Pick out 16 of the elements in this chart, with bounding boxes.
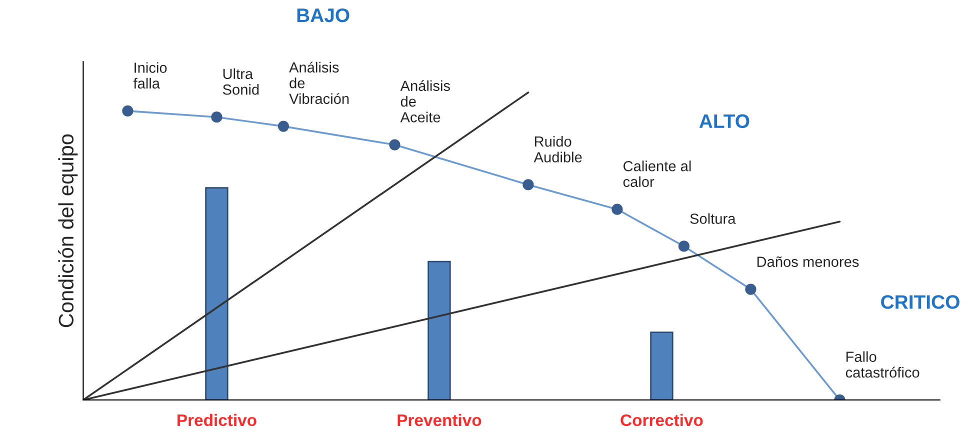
annotation: Análisis de Vibración [289, 62, 349, 104]
annotation: Ruido Audible [534, 136, 582, 162]
text: Inicio falla [133, 62, 167, 89]
x-tick-label: Preventivo [398, 414, 482, 426]
annotation: Caliente al calor [623, 160, 691, 188]
annotation: ALTO [699, 114, 750, 128]
y-axis-title: Condición del equipo [58, 134, 78, 328]
x-tick-label: Predictivo [178, 414, 256, 426]
annotation: Análisis de Aceite [400, 80, 450, 122]
annotation: Soltura [690, 213, 736, 224]
annotation: CRITICO [881, 295, 960, 309]
annotation: Ultra Sonid [222, 68, 259, 95]
text: BAJO [297, 8, 350, 22]
annotation: Daños menores [757, 256, 859, 267]
x-tick-label: Correctivo [620, 414, 703, 426]
annotation: Fallo catastrófico [846, 351, 920, 378]
